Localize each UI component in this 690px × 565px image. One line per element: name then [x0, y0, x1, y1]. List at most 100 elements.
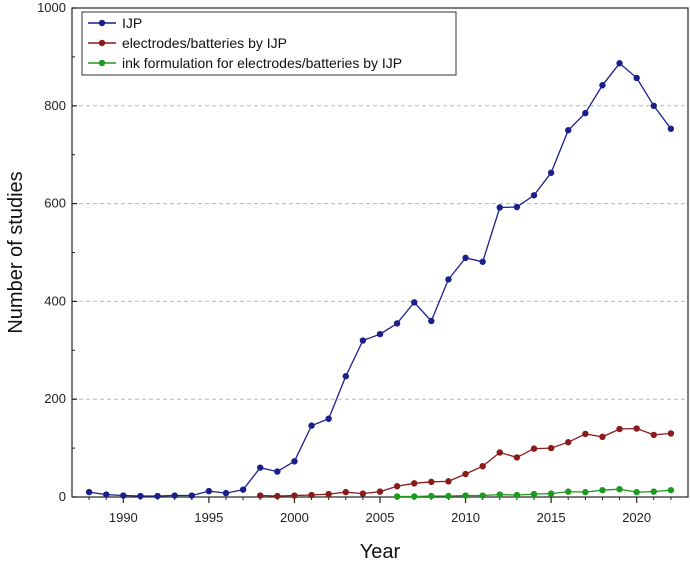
series-1: [85, 60, 675, 500]
data-point: [633, 425, 640, 432]
data-point: [393, 493, 401, 500]
data-point: [376, 330, 384, 338]
y-axis-title: Number of studies: [5, 171, 27, 333]
data-point: [325, 415, 332, 422]
data-point: [274, 468, 281, 475]
data-point: [479, 258, 486, 265]
data-point: [205, 487, 213, 495]
data-point: [496, 204, 503, 211]
data-point: [411, 493, 418, 500]
data-point: [308, 491, 315, 499]
data-point: [667, 430, 675, 437]
data-point: [599, 486, 606, 494]
data-point: [171, 492, 178, 499]
x-tick-label: 2020: [622, 510, 651, 525]
y-tick-label: 800: [44, 98, 66, 113]
data-point: [222, 489, 230, 497]
data-point: [530, 445, 538, 452]
legend-item: electrodes/batteries by IJP: [88, 35, 287, 51]
data-point: [479, 492, 486, 499]
data-point: [359, 490, 367, 497]
data-point: [633, 74, 640, 82]
data-point: [599, 433, 606, 441]
data-point: [103, 491, 110, 498]
y-tick-label: 400: [44, 293, 66, 308]
data-point: [393, 320, 401, 327]
data-point: [462, 470, 469, 478]
data-point: [616, 425, 623, 433]
legend: IJP electrodes/batteries by IJP ink formul…: [81, 11, 457, 76]
data-point: [479, 462, 486, 470]
data-point: [411, 480, 418, 487]
x-tick-label: 1990: [109, 510, 138, 525]
data-point: [445, 276, 452, 283]
plot-frame: [71, 7, 689, 498]
data-point: [428, 317, 435, 325]
legend-box: [81, 11, 457, 76]
legend-swatch-marker: [98, 19, 106, 27]
data-point: [530, 490, 538, 498]
data-point: [85, 488, 93, 496]
x-tick-label: 2010: [451, 510, 480, 525]
x-tick-label: 2015: [537, 510, 566, 525]
y-tick-label: 200: [44, 391, 66, 406]
data-point: [445, 478, 452, 485]
series-3: [393, 485, 675, 500]
data-point: [462, 254, 469, 262]
data-point: [667, 125, 675, 132]
series-line: [260, 427, 671, 497]
data-point: [633, 488, 640, 496]
legend-label: electrodes/batteries by IJP: [122, 35, 287, 51]
data-point: [513, 203, 521, 211]
data-point: [154, 492, 161, 500]
data-point: [359, 337, 367, 344]
data-point: [137, 492, 144, 500]
y-tick-label: 600: [44, 196, 66, 211]
data-point: [582, 430, 589, 438]
data-point: [530, 192, 538, 199]
data-point: [565, 127, 572, 134]
data-point: [239, 486, 247, 493]
x-tick-label: 2005: [366, 510, 395, 525]
series-layer: [85, 60, 675, 500]
data-point: [291, 458, 298, 465]
x-axis-title: Year: [360, 541, 401, 563]
data-point: [411, 299, 418, 306]
data-point: [496, 491, 503, 498]
y-tick-label: 0: [59, 489, 66, 504]
data-point: [547, 490, 555, 497]
data-point: [428, 478, 435, 486]
data-point: [462, 492, 469, 499]
legend-item: IJP: [88, 15, 142, 31]
data-point: [582, 109, 589, 117]
data-point: [513, 491, 521, 499]
series-line: [89, 62, 672, 497]
x-axis: 1990 1995 2000 2005 2010 2015 2020: [88, 497, 672, 525]
data-point: [616, 485, 623, 493]
legend-item: ink formulation for electrodes/batteries…: [88, 55, 402, 71]
series-2: [257, 425, 675, 500]
data-point: [445, 492, 452, 500]
data-point: [513, 454, 521, 461]
data-point: [650, 488, 657, 495]
data-point: [257, 492, 264, 499]
data-point: [547, 169, 555, 176]
data-point: [257, 464, 264, 471]
data-point: [565, 488, 572, 495]
y-tick-label: 1000: [37, 0, 66, 15]
data-point: [582, 488, 589, 496]
data-point: [650, 431, 657, 439]
data-point: [650, 102, 657, 110]
legend-label: ink formulation for electrodes/batteries…: [122, 55, 402, 71]
data-point: [120, 492, 127, 499]
data-point: [188, 492, 195, 499]
data-point: [547, 444, 555, 452]
data-point: [428, 492, 435, 500]
grid-lines: [72, 105, 688, 400]
x-tick-label: 1995: [194, 510, 223, 525]
data-point: [274, 492, 281, 500]
data-point: [308, 422, 315, 429]
data-point: [599, 82, 606, 89]
legend-swatch-marker: [98, 59, 106, 67]
